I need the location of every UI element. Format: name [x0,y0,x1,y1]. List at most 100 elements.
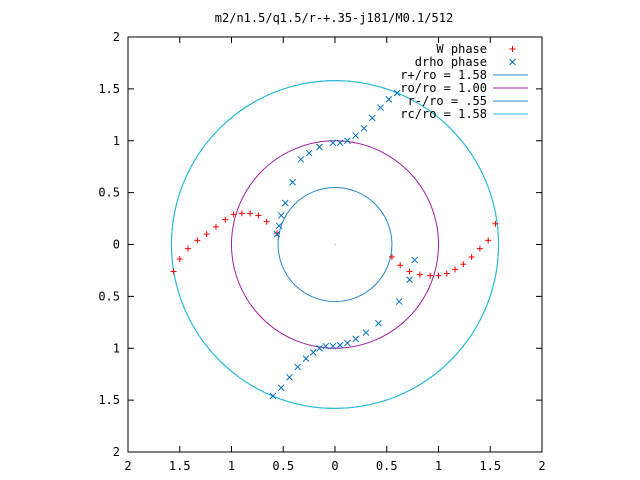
point-0-3 [194,237,201,244]
point-1-5 [309,349,317,356]
point-stroke [269,392,277,400]
point-0-21 [460,261,467,268]
point-1-8 [329,342,337,350]
chart-title: m2/n1.5/q1.5/r-+.35-j181/M0.1/512 [215,11,453,25]
point-1-20 [368,114,376,122]
point-0-4 [203,231,210,238]
point-0-1 [176,256,183,263]
point-0-24 [485,237,492,244]
point-1-31 [277,212,285,219]
point-1-24 [336,139,344,147]
point-stroke [385,95,393,103]
point-stroke [406,276,413,284]
axis-ticks: 2 1.5 1 0.5 0 0.5 1 1.5 221.510.500.511.52 [98,30,545,473]
y-tick-label: 1.5 [98,82,120,96]
circle-3 [170,80,500,409]
point-0-22 [468,253,475,260]
point-stroke [294,363,302,371]
point-1-2 [286,373,293,381]
point-1-13 [375,319,382,327]
legend-label: ro/ro = 1.00 [400,81,487,95]
point-0-14 [397,262,404,269]
point-0-19 [443,270,450,277]
point-stroke [411,256,419,264]
point-0-15 [406,268,413,275]
y-tick-label: 0.5 [98,186,120,200]
y-tick-label: 1.5 [98,393,120,407]
point-stroke [302,355,310,362]
point-1-0 [269,392,277,400]
point-stroke [375,319,382,327]
point-stroke [344,339,351,347]
point-1-28 [297,156,305,163]
point-1-7 [322,342,330,350]
legend-label: W phase [436,42,487,56]
point-1-12 [362,329,370,337]
point-stroke [322,342,330,350]
point-0-8 [238,210,245,217]
point-stroke [352,335,360,343]
point-0-20 [452,266,459,273]
point-1-22 [352,132,360,139]
point-1-16 [411,256,419,264]
point-1-3 [294,363,302,371]
point-stroke [336,139,344,147]
point-stroke [277,384,285,392]
point-stroke [275,222,283,230]
point-0-2 [185,245,192,252]
point-stroke [277,212,285,219]
point-stroke [393,89,401,97]
x-tick-label: 0 [331,459,338,473]
point-0-17 [427,272,434,279]
point-stroke [309,349,317,356]
point-1-32 [275,222,283,230]
point-0-12 [274,230,281,237]
point-1-1 [277,384,285,392]
x-tick-label: 1 [228,459,235,473]
point-0-23 [476,245,483,252]
legend-label: drho phase [415,55,487,69]
point-1-26 [316,143,323,151]
point-stroke [305,149,313,157]
y-tick-label: 0.5 [98,289,120,303]
point-0-6 [222,216,229,223]
point-1-4 [302,355,310,362]
point-stroke [352,132,360,139]
x-tick-label: 1.5 [479,459,501,473]
point-0-5 [212,223,219,230]
point-1-25 [329,139,337,147]
point-0-7 [230,211,237,218]
circle-2 [277,186,393,303]
point-stroke [329,342,337,350]
point-0-11 [263,218,270,225]
point-1-23 [344,137,351,145]
point-stroke [362,329,370,337]
point-0-16 [416,271,423,278]
y-tick-label: 2 [113,30,120,44]
point-stroke [344,137,351,145]
point-1-19 [377,104,384,111]
point-0-0 [170,268,177,275]
legend-label: r+/ro = 1.58 [400,68,487,82]
point-stroke [368,114,376,122]
point-0-25 [492,220,499,227]
point-stroke [297,156,305,163]
point-1-11 [352,335,360,343]
y-tick-label: 0 [113,238,120,252]
point-stroke [329,139,337,147]
y-tick-label: 2 [113,445,120,459]
point-1-15 [406,276,413,284]
point-stroke [377,104,384,111]
point-stroke [273,230,281,238]
x-tick-label: 1 [435,459,442,473]
point-1-33 [273,230,281,238]
legend-swatch [509,58,516,66]
point-stroke [395,298,403,305]
point-1-30 [281,199,289,207]
legend-label: r-/ro = .55 [408,94,487,108]
point-1-21 [360,124,368,132]
point-1-14 [395,298,403,305]
point-stroke [289,178,296,186]
